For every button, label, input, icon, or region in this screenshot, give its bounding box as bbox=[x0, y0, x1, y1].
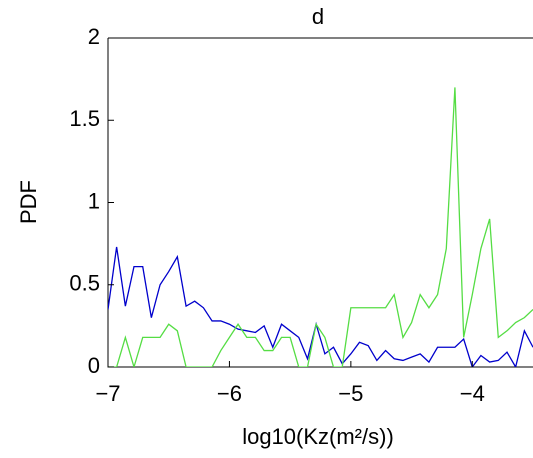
y-tick-label: 1.5 bbox=[69, 106, 100, 131]
plot-area bbox=[108, 87, 533, 367]
data-line bbox=[108, 246, 533, 367]
x-tick-label: −7 bbox=[95, 381, 120, 406]
data-line bbox=[108, 87, 533, 367]
y-tick-label: 0 bbox=[88, 353, 100, 378]
y-tick-label: 1 bbox=[88, 188, 100, 213]
x-tick-label: −5 bbox=[338, 381, 363, 406]
x-tick-label: −4 bbox=[460, 381, 485, 406]
chart-title: d bbox=[312, 4, 324, 29]
x-axis-label: log10(Kz(m²/s)) bbox=[242, 424, 394, 449]
y-tick-label: 2 bbox=[88, 24, 100, 49]
y-axis-label: PDF bbox=[16, 180, 41, 224]
x-tick-label: −6 bbox=[217, 381, 242, 406]
axes-frame bbox=[107, 37, 533, 368]
y-tick-label: 0.5 bbox=[69, 271, 100, 296]
